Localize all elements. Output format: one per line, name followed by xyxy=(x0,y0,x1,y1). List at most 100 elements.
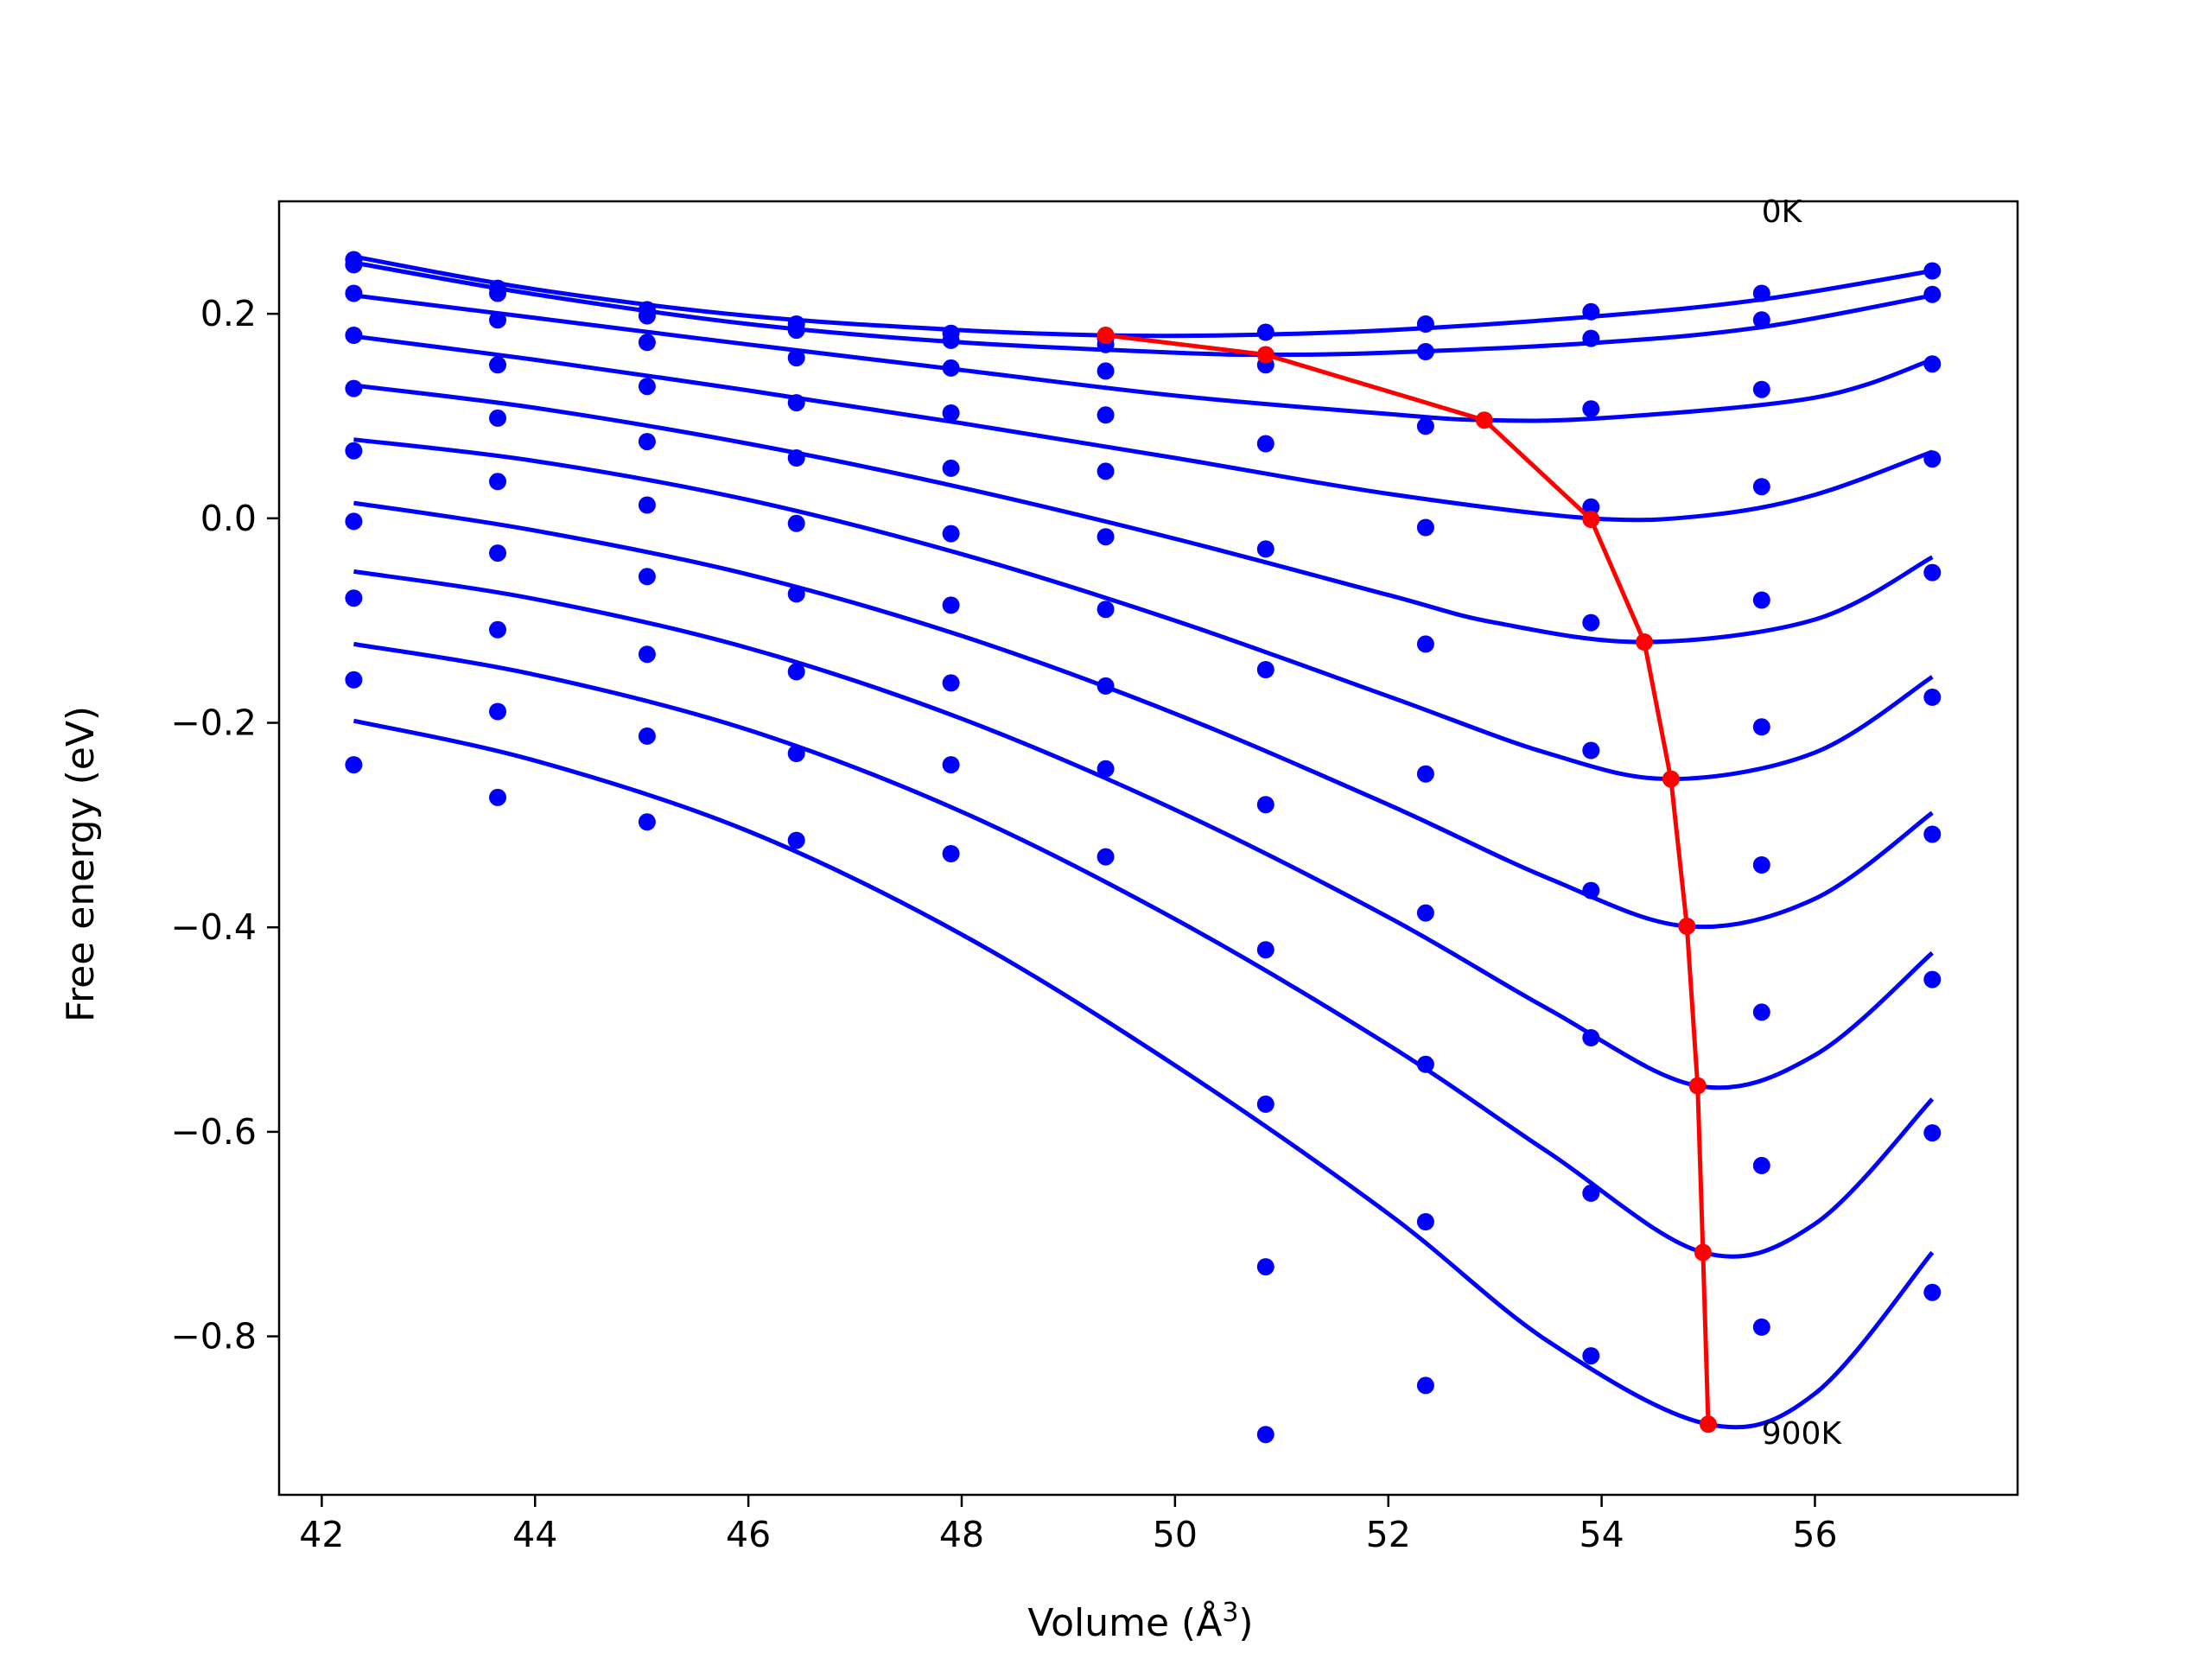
data-point xyxy=(787,449,805,467)
data-point xyxy=(1923,1283,1942,1301)
data-point xyxy=(1416,343,1434,360)
data-point xyxy=(638,813,656,831)
fit-curve-3 xyxy=(353,334,1934,523)
y-tick-label: −0.6 xyxy=(170,1111,257,1153)
data-point xyxy=(345,512,363,531)
x-axis-ticks: 42 44 46 48 50 52 54 56 xyxy=(299,1495,1838,1555)
data-point xyxy=(1096,362,1115,380)
minimum-point xyxy=(1688,1077,1707,1095)
x-axis-label: Volume (Å3) xyxy=(1027,1598,1253,1645)
plot-area xyxy=(345,251,1942,1444)
data-point xyxy=(489,284,506,302)
data-point xyxy=(1582,613,1600,632)
x-tick-label: 46 xyxy=(726,1514,771,1555)
data-point xyxy=(1416,1376,1434,1395)
data-point xyxy=(1416,315,1434,333)
data-point xyxy=(489,620,506,639)
data-point xyxy=(787,349,805,367)
data-point xyxy=(1096,528,1115,546)
minimum-point xyxy=(1636,633,1653,651)
data-point xyxy=(1752,311,1770,329)
data-point xyxy=(1923,355,1942,373)
x-tick-label: 48 xyxy=(939,1514,984,1555)
data-point xyxy=(1096,848,1115,866)
minimum-point xyxy=(1582,511,1600,528)
data-point xyxy=(489,409,506,427)
data-point xyxy=(1582,302,1600,321)
data-point xyxy=(942,845,960,862)
data-point xyxy=(1256,540,1274,558)
data-point xyxy=(1923,825,1942,843)
data-point xyxy=(1256,1426,1274,1444)
data-point xyxy=(1923,970,1942,988)
y-tick-label: −0.4 xyxy=(170,906,257,948)
data-point xyxy=(345,379,363,397)
data-point xyxy=(942,459,960,477)
y-tick-label: 0.0 xyxy=(200,498,257,539)
y-tick-label: 0.2 xyxy=(200,293,257,334)
data-point xyxy=(1256,661,1274,678)
data-point xyxy=(787,394,805,412)
data-point xyxy=(1582,1029,1600,1046)
data-point xyxy=(942,756,960,774)
temperature-annotation: 0K xyxy=(1762,194,1803,230)
data-point xyxy=(942,596,960,614)
data-point xyxy=(638,645,656,664)
data-point xyxy=(1416,417,1434,435)
data-point xyxy=(1752,1156,1770,1174)
data-point xyxy=(787,831,805,849)
fit-curve-1 xyxy=(353,260,1933,357)
fit-curve-2 xyxy=(353,293,1934,423)
annotations: 0K 900K xyxy=(1762,194,1843,1452)
data-point xyxy=(1752,718,1770,736)
data-point xyxy=(1096,462,1115,480)
x-tick-label: 54 xyxy=(1580,1514,1624,1555)
fit-curve-6 xyxy=(353,500,1934,930)
data-point xyxy=(1582,741,1600,760)
minimum-point xyxy=(1662,770,1680,788)
data-point xyxy=(489,788,506,806)
data-point xyxy=(942,359,960,377)
data-point xyxy=(1582,881,1600,899)
data-point xyxy=(345,589,363,607)
data-point xyxy=(1752,856,1770,874)
data-point xyxy=(1582,329,1600,347)
data-point xyxy=(638,727,656,745)
data-point xyxy=(1752,478,1770,496)
data-point xyxy=(1416,1055,1434,1073)
data-point xyxy=(638,334,656,352)
fit-curve-7 xyxy=(353,569,1934,1090)
data-point xyxy=(638,307,656,325)
data-point xyxy=(942,674,960,692)
axes-frame xyxy=(277,200,2019,1497)
data-point xyxy=(489,544,506,563)
data-point xyxy=(489,311,506,329)
data-point xyxy=(1416,904,1434,922)
data-point xyxy=(1923,262,1942,280)
data-point xyxy=(345,284,363,302)
data-point xyxy=(638,433,656,451)
data-point xyxy=(638,568,656,586)
y-axis-label: Free energy (eV) xyxy=(59,706,103,1022)
data-point xyxy=(1256,435,1274,453)
data-point xyxy=(638,378,656,396)
data-point xyxy=(1256,1095,1274,1113)
data-point xyxy=(1752,1318,1770,1336)
data-point xyxy=(787,321,805,340)
data-point xyxy=(1582,400,1600,418)
data-point xyxy=(1096,677,1115,695)
data-point xyxy=(1096,760,1115,778)
data-point xyxy=(1256,323,1274,341)
minimum-point xyxy=(1700,1415,1717,1433)
data-point xyxy=(942,404,960,422)
minimum-point xyxy=(1678,918,1696,935)
data-point xyxy=(489,356,506,374)
data-point xyxy=(489,702,506,721)
data-point xyxy=(1752,284,1770,302)
data-point xyxy=(638,496,656,514)
data-point xyxy=(942,331,960,349)
data-point xyxy=(1923,563,1942,582)
data-point xyxy=(1752,1003,1770,1021)
x-tick-label: 42 xyxy=(299,1514,344,1555)
